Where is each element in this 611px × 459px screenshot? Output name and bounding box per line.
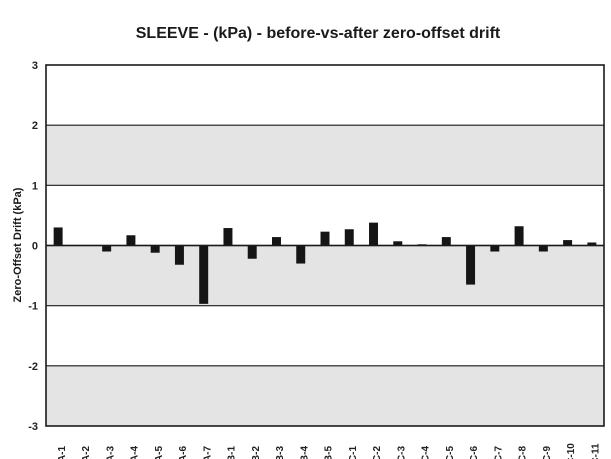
bar-B-3 [271,237,281,246]
x-tick-label: C-9 [542,446,553,459]
x-tick-label: C-5 [445,446,456,459]
bar-C-11 [587,242,597,246]
x-tick-label: C-4 [421,446,432,459]
grid-band-0 [46,125,604,186]
bar-B-2 [247,245,257,259]
x-tick-label: B-3 [275,446,286,459]
x-tick-label: B-5 [324,446,335,459]
bar-B-5 [320,231,330,246]
x-tick-label: C-10 [566,443,577,459]
bar-A-3 [102,245,112,252]
y-tick-label: 3 [32,60,38,72]
x-tick-label: A-3 [105,446,116,459]
x-tick-label: C-3 [396,446,407,459]
bar-C-2 [369,222,379,246]
x-tick-label: C-2 [372,446,383,459]
x-tick-label: B-2 [251,446,262,459]
x-tick-label: C-8 [518,446,529,459]
y-tick-label: -2 [28,361,38,373]
x-tick-label: C-1 [348,446,359,459]
bar-A-4 [126,235,136,246]
bar-C-7 [490,245,500,252]
chart-title: SLEEVE - (kPa) - before-vs-after zero-of… [136,25,501,42]
grid-band-1 [46,245,604,306]
x-tick-label: C-7 [493,446,504,459]
bar-C-5 [441,237,451,246]
x-tick-label: A-2 [81,446,92,459]
x-tick-label: C-11 [591,443,602,459]
bar-B-4 [296,245,306,264]
y-tick-label: -1 [28,301,38,313]
x-tick-label: B-1 [227,446,238,459]
x-tick-label: A-7 [202,446,213,459]
bar-A-1 [53,227,63,246]
bar-C-3 [393,241,403,246]
plot-frame [45,64,605,427]
x-tick-label: A-1 [57,446,68,459]
bar-B-1 [223,228,233,246]
bar-A-7 [199,245,209,304]
x-tick-label: A-6 [178,446,189,459]
y-tick-label: -3 [28,421,38,433]
grid-band-2 [46,365,604,426]
y-tick-label: 2 [32,120,38,132]
x-tick-label: A-4 [130,446,141,459]
bar-C-9 [538,245,548,252]
bar-A-5 [150,245,160,253]
y-axis-label: Zero-Offset Drift (kPa) [12,187,24,302]
y-tick-label: 0 [32,241,38,253]
bar-C-10 [563,240,573,246]
bar-C-6 [466,245,476,285]
bar-A-6 [174,245,184,265]
x-tick-label: C-6 [469,446,480,459]
x-tick-label: B-4 [299,446,310,459]
bar-C-1 [344,229,354,246]
y-tick-label: 1 [32,180,38,192]
x-tick-label: A-5 [154,446,165,459]
bar-C-8 [514,226,524,246]
plot-area: 3 2 1 0 -1 -2 -3 A-1 A-2 A-3 A-4 A-5 A-6 A-7 B-1 B-2 B-3… [28,60,605,459]
